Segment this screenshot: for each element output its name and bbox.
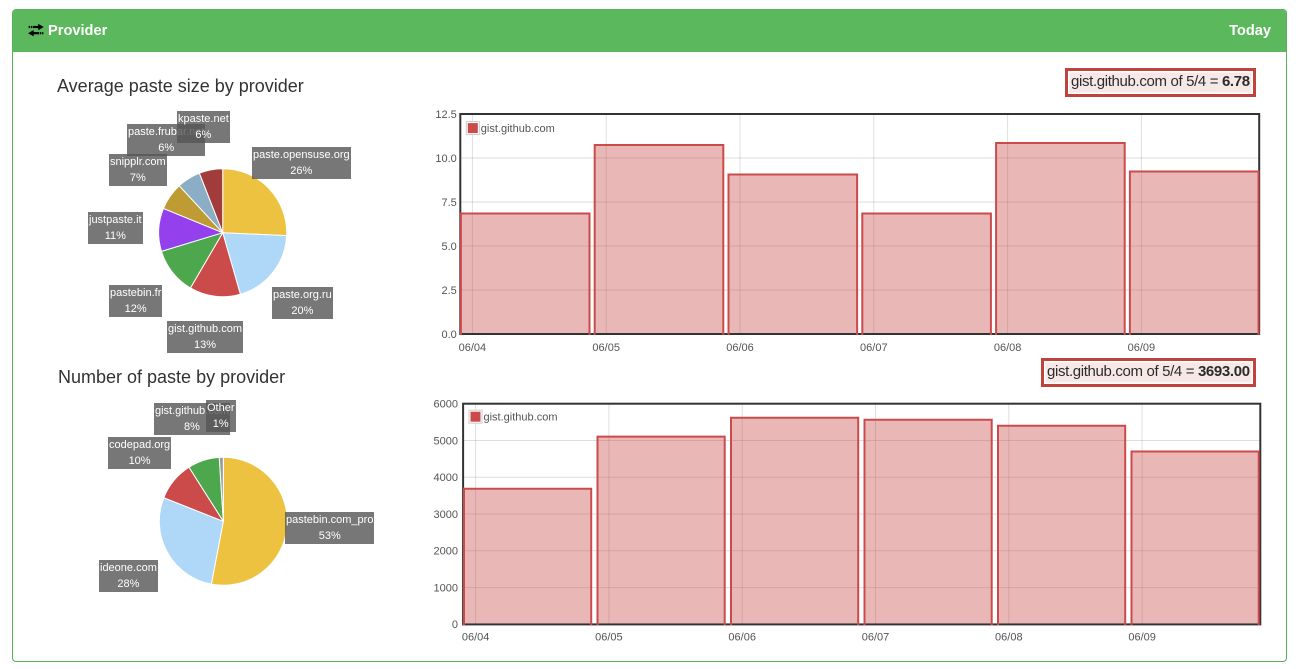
svg-text:12.5: 12.5 xyxy=(435,109,456,121)
svg-text:06/08: 06/08 xyxy=(995,632,1023,644)
svg-text:06/09: 06/09 xyxy=(1128,632,1156,644)
svg-text:6000: 6000 xyxy=(434,399,458,411)
svg-text:06/05: 06/05 xyxy=(592,342,620,354)
svg-text:3000: 3000 xyxy=(434,509,458,521)
svg-text:5.0: 5.0 xyxy=(442,241,457,253)
svg-text:gist.github.com: gist.github.com xyxy=(484,412,558,424)
svg-text:0.0: 0.0 xyxy=(442,329,457,341)
svg-text:06/07: 06/07 xyxy=(862,632,890,644)
svg-text:0: 0 xyxy=(452,619,458,631)
svg-text:7.5: 7.5 xyxy=(442,197,457,209)
svg-text:06/05: 06/05 xyxy=(595,632,623,644)
svg-text:06/06: 06/06 xyxy=(726,342,754,354)
svg-text:06/08: 06/08 xyxy=(994,342,1022,354)
svg-text:06/04: 06/04 xyxy=(462,632,490,644)
svg-text:2.5: 2.5 xyxy=(442,285,457,297)
svg-text:06/06: 06/06 xyxy=(728,632,756,644)
svg-text:1000: 1000 xyxy=(434,582,458,594)
svg-text:10.0: 10.0 xyxy=(435,153,456,165)
svg-text:06/07: 06/07 xyxy=(860,342,888,354)
svg-text:06/09: 06/09 xyxy=(1128,342,1156,354)
svg-text:gist.github.com: gist.github.com xyxy=(481,123,555,135)
svg-text:2000: 2000 xyxy=(434,546,458,558)
svg-text:06/04: 06/04 xyxy=(459,342,487,354)
svg-text:5000: 5000 xyxy=(434,435,458,447)
svg-text:4000: 4000 xyxy=(434,472,458,484)
